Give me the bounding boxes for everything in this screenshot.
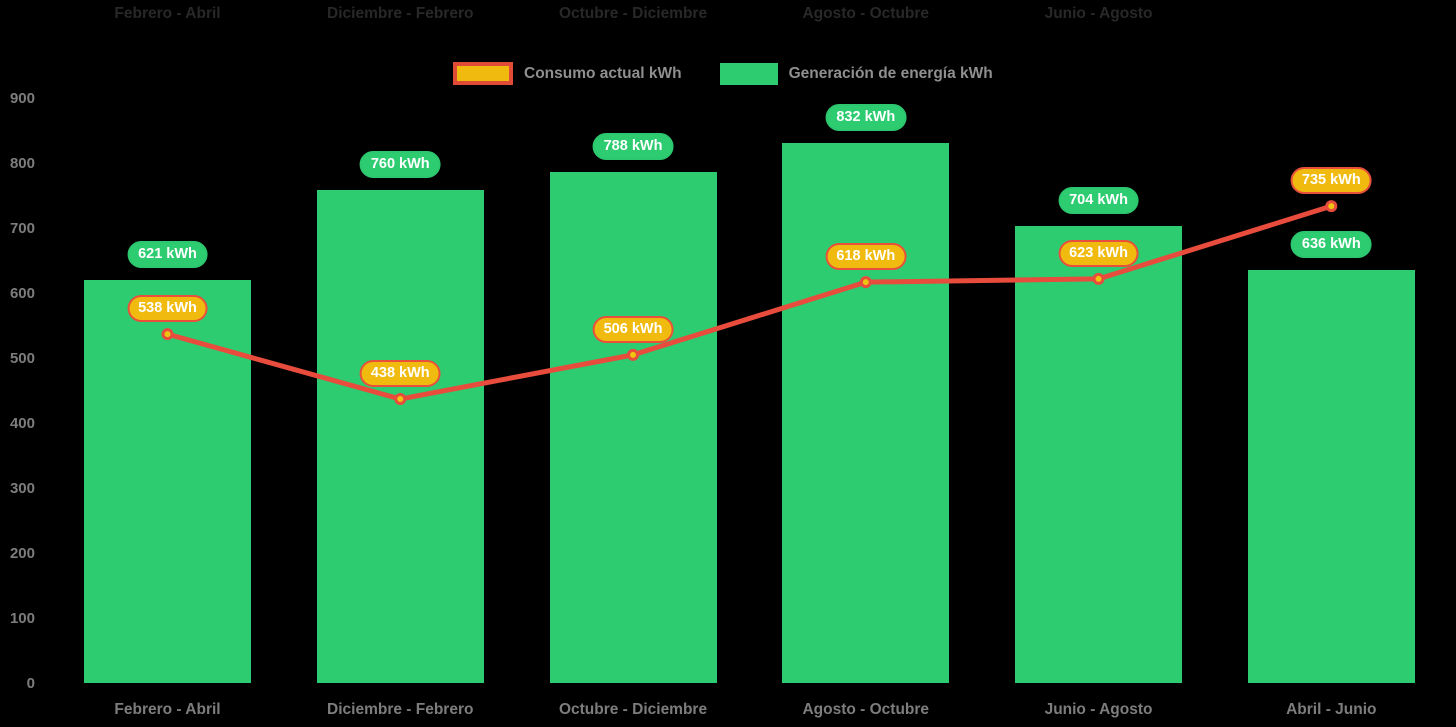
legend-item-consumo[interactable]: Consumo actual kWh <box>453 62 682 85</box>
legend: Consumo actual kWh Generación de energía… <box>453 62 993 85</box>
y-axis-tick-label: 400 <box>9 414 35 432</box>
legend-label-consumo: Consumo actual kWh <box>524 64 682 82</box>
line-value-label: 438 kWh <box>359 360 441 388</box>
line-value-label: 623 kWh <box>1058 239 1139 267</box>
legend-label-generacion: Generación de energía kWh <box>788 64 993 82</box>
top-ghost-category-label: Diciembre - Febrero <box>327 5 474 22</box>
generation-swatch-icon <box>719 62 778 85</box>
y-axis-tick-label: 700 <box>9 219 35 237</box>
y-axis-tick-label: 600 <box>9 284 35 302</box>
bar-value-label: 621 kWh <box>127 241 208 269</box>
x-axis-category-label: Abril - Junio <box>1286 701 1377 718</box>
line-value-label: 506 kWh <box>592 315 674 343</box>
generation-bar[interactable] <box>1015 226 1183 684</box>
bar-value-label: 636 kWh <box>1290 231 1372 259</box>
line-point-marker[interactable] <box>627 348 640 361</box>
top-ghost-category-label: Agosto - Octubre <box>802 5 930 22</box>
generation-bar[interactable] <box>782 143 950 684</box>
y-axis-tick-label: 500 <box>9 349 35 367</box>
x-axis-category-label: Diciembre - Febrero <box>327 701 474 718</box>
top-ghost-category-label: Octubre - Diciembre <box>558 5 708 22</box>
x-axis-category-label: Octubre - Diciembre <box>558 701 708 718</box>
generation-bar[interactable] <box>549 171 717 684</box>
legend-item-generacion[interactable]: Generación de energía kWh <box>719 62 993 85</box>
generation-bar[interactable] <box>316 189 484 684</box>
line-value-label: 618 kWh <box>825 243 907 271</box>
generation-bar[interactable] <box>1247 270 1415 684</box>
line-point-marker[interactable] <box>1325 200 1338 213</box>
x-axis-category-label: Agosto - Octubre <box>802 701 930 718</box>
y-axis-tick-label: 100 <box>9 609 35 627</box>
y-axis-tick-label: 900 <box>9 90 35 107</box>
y-axis-tick-label: 200 <box>9 544 35 562</box>
line-point-marker[interactable] <box>394 393 407 406</box>
y-axis-tick-label: 300 <box>9 479 35 497</box>
bar-value-label: 704 kWh <box>1058 187 1139 215</box>
top-ghost-category-label: Febrero - Abril <box>114 5 221 22</box>
line-point-marker[interactable] <box>161 328 174 341</box>
bar-value-label: 832 kWh <box>825 104 907 132</box>
line-value-label: 538 kWh <box>127 295 208 323</box>
bar-value-label: 760 kWh <box>359 150 441 178</box>
consumption-swatch-icon <box>453 62 513 85</box>
line-point-marker[interactable] <box>1092 272 1105 285</box>
line-point-marker[interactable] <box>859 276 872 289</box>
x-axis-category-label: Junio - Agosto <box>1044 701 1153 718</box>
bar-value-label: 788 kWh <box>592 132 674 160</box>
y-axis-tick-label: 800 <box>9 154 35 172</box>
line-value-label: 735 kWh <box>1290 167 1372 195</box>
x-axis-category-label: Febrero - Abril <box>114 701 221 718</box>
top-ghost-category-label: Junio - Agosto <box>1044 5 1153 22</box>
consumption-line <box>165 203 1334 402</box>
y-axis-tick-label: 0 <box>26 674 35 692</box>
